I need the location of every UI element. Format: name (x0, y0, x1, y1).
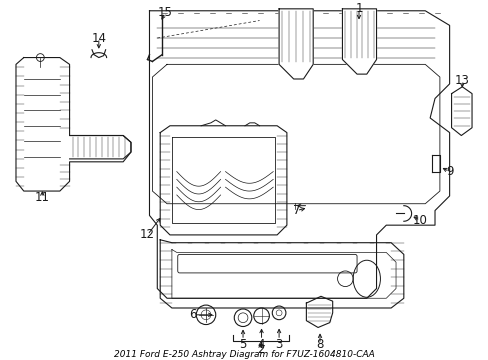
Text: 2011 Ford E-250 Ashtray Diagram for F7UZ-1604810-CAA: 2011 Ford E-250 Ashtray Diagram for F7UZ… (113, 350, 374, 359)
Text: 6: 6 (189, 308, 197, 321)
Text: 11: 11 (35, 192, 50, 204)
Text: 13: 13 (454, 75, 469, 87)
Polygon shape (342, 9, 376, 74)
Text: 12: 12 (140, 228, 155, 242)
Text: 4: 4 (257, 338, 265, 351)
Text: 8: 8 (316, 338, 323, 351)
Text: 7: 7 (292, 204, 300, 217)
Text: 1: 1 (354, 2, 362, 15)
Text: 15: 15 (157, 6, 172, 19)
Text: 14: 14 (91, 32, 106, 45)
Text: 3: 3 (275, 338, 282, 351)
Text: 5: 5 (239, 338, 246, 351)
Polygon shape (279, 9, 312, 79)
Text: 2: 2 (256, 343, 264, 356)
Text: 9: 9 (445, 165, 452, 178)
Text: 10: 10 (412, 214, 427, 227)
